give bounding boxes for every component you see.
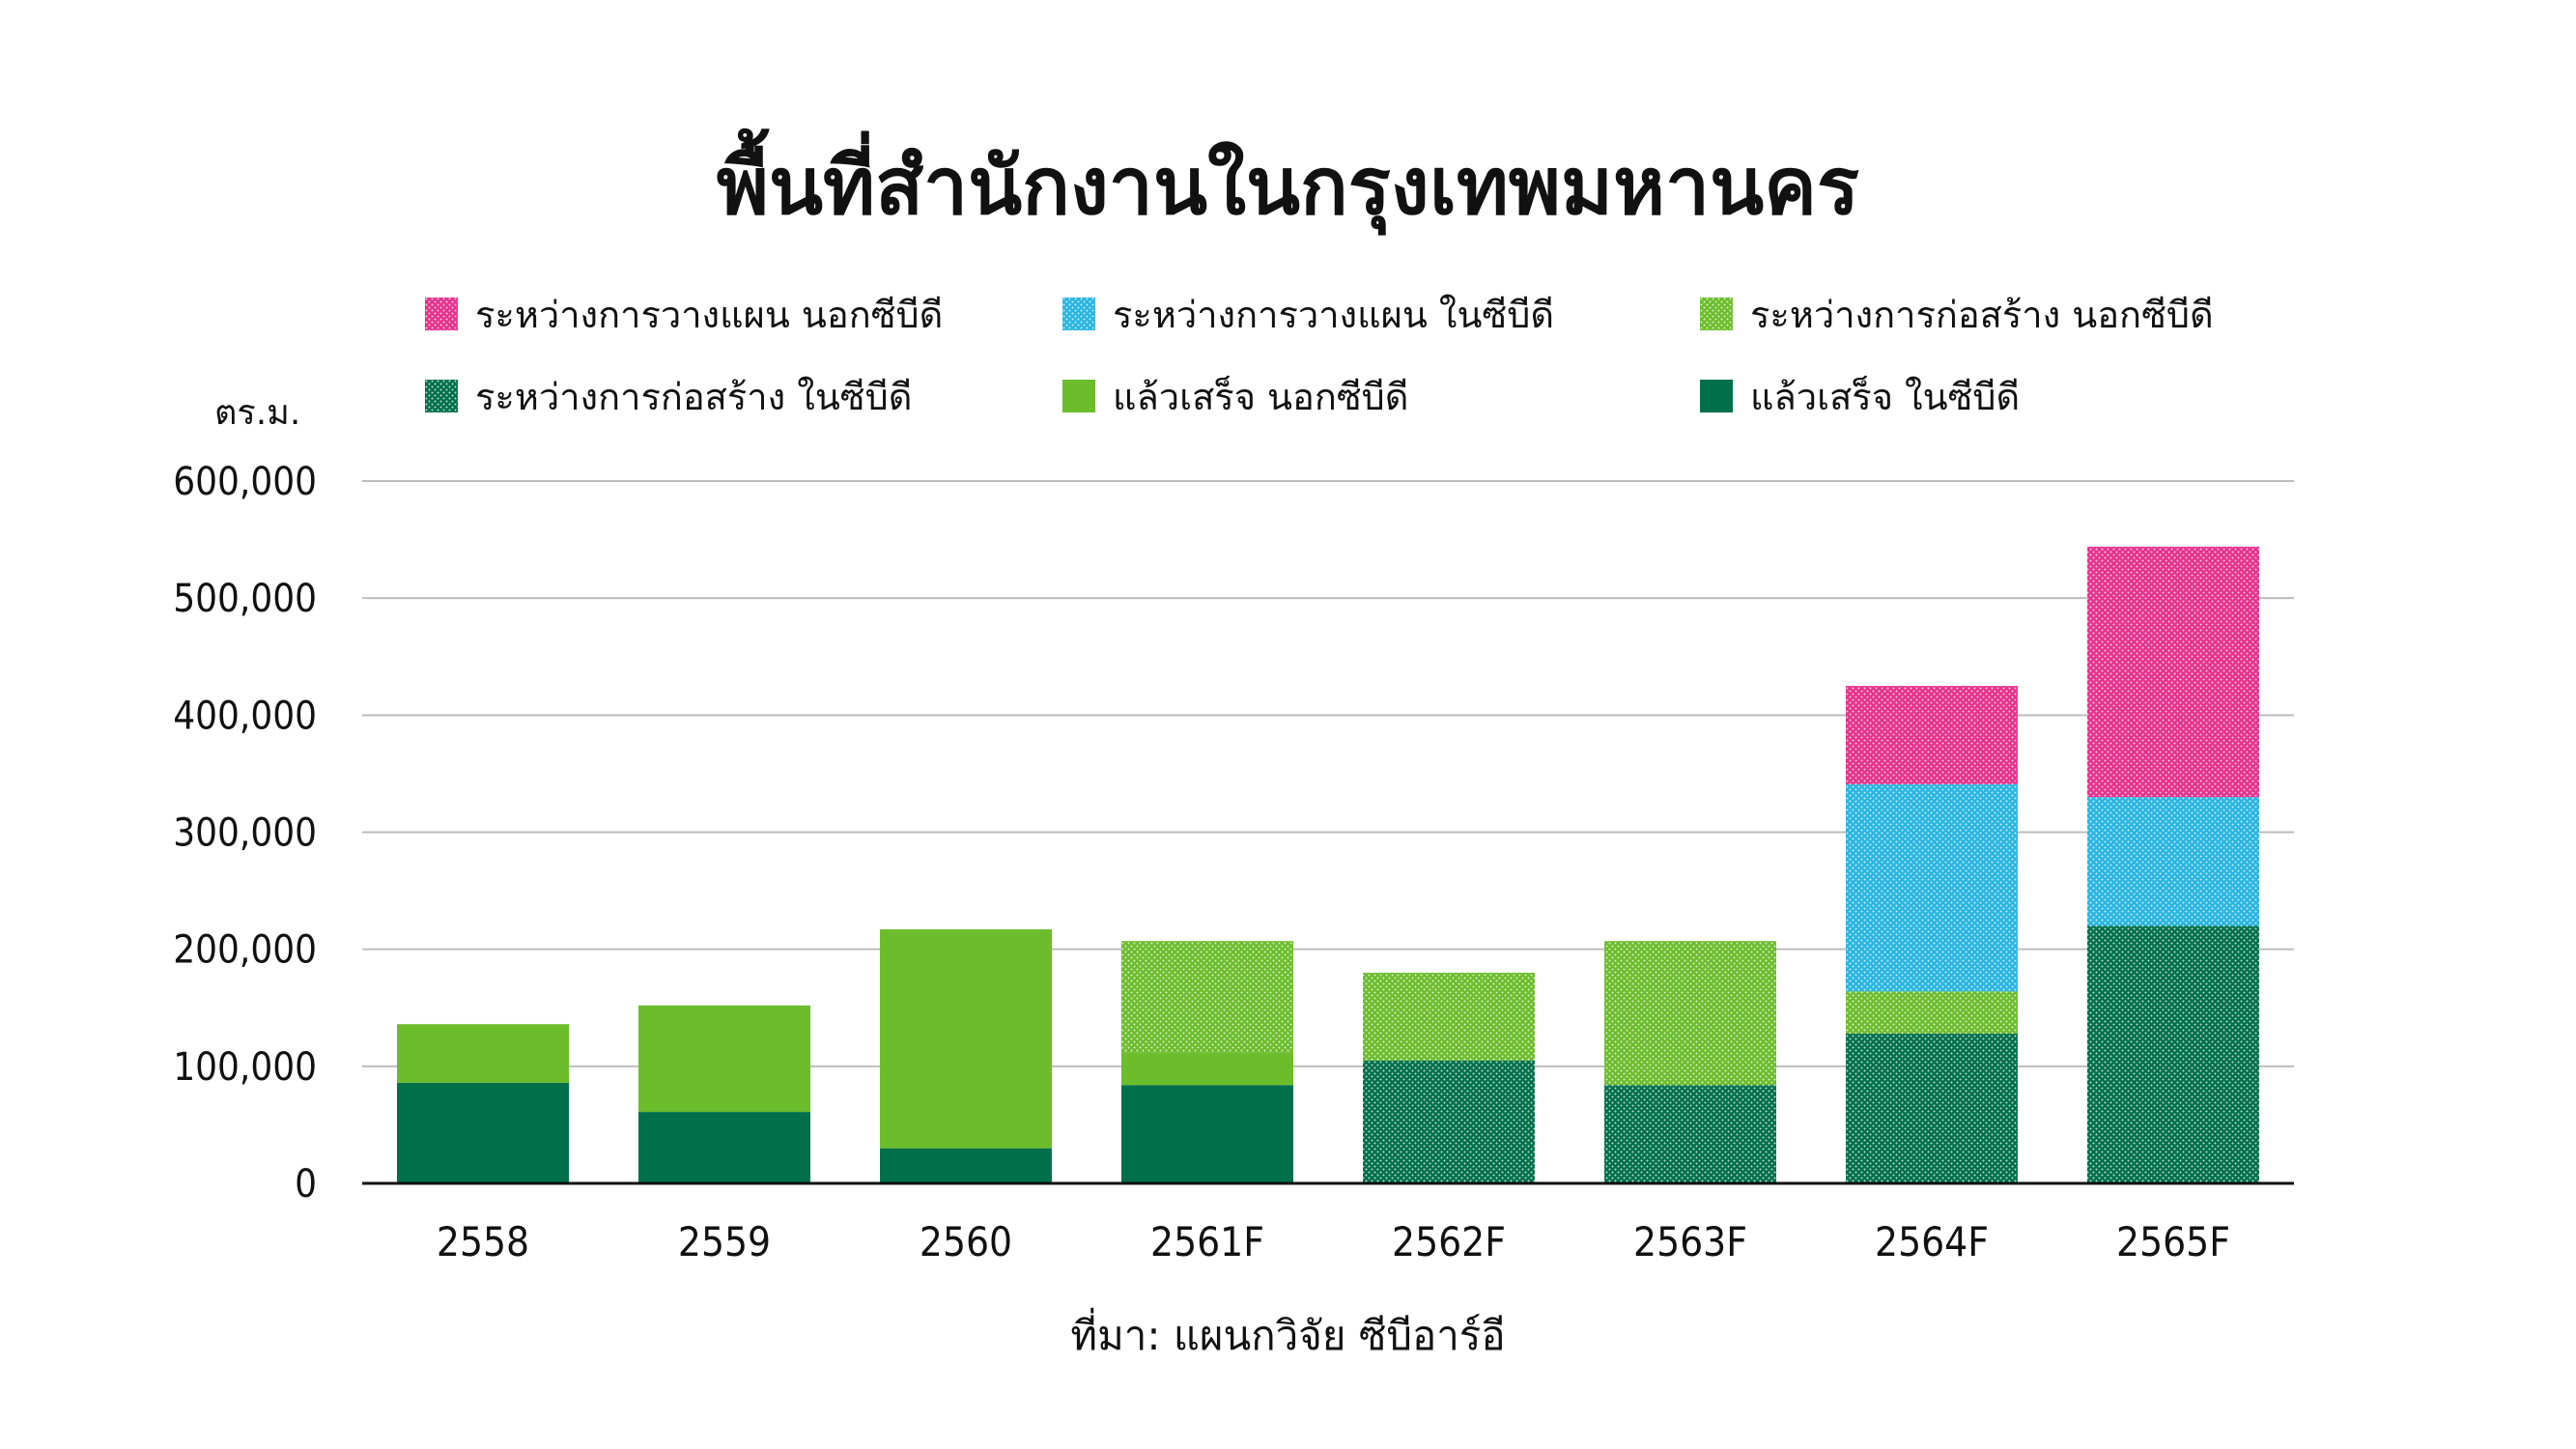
legend-item: ระหว่างการก่อสร้าง นอกซีบีดี <box>1700 290 2214 338</box>
legend-label: แล้วเสร็จ ในซีบีดี <box>1750 375 2021 418</box>
bar-segment <box>1846 686 2018 784</box>
legend-swatch <box>1700 298 1733 330</box>
bar-segment <box>2087 546 2259 798</box>
x-tick-label: 2560 <box>920 1218 1012 1265</box>
bar-segment <box>2087 925 2259 1183</box>
chart-legend: ระหว่างการวางแผน นอกซีบีดี ระหว่างการวางแ… <box>425 290 2308 435</box>
y-tick-label: 300,000 <box>173 811 317 856</box>
y-axis-unit-label: ตร.ม. <box>214 393 301 433</box>
bar-segment <box>1121 1052 1293 1086</box>
bar-segment <box>1846 783 2018 992</box>
x-tick-label: 2565F <box>2116 1218 2230 1265</box>
bar-segment <box>1604 941 1776 1086</box>
source-note: ที่มา: แผนกวิจัย ซีบีอาร์อี <box>1070 1312 1506 1359</box>
x-tick-label: 2561F <box>1150 1218 1264 1265</box>
legend-swatch <box>1700 380 1733 412</box>
x-tick-label: 2558 <box>437 1218 529 1265</box>
bar-segment <box>880 929 1052 1149</box>
legend-label: ระหว่างการก่อสร้าง นอกซีบีดี <box>1750 293 2214 336</box>
legend-item: ระหว่างการวางแผน ในซีบีดี <box>1062 290 1554 338</box>
legend-label: ระหว่างการวางแผน ในซีบีดี <box>1113 293 1555 336</box>
x-tick-label: 2559 <box>678 1218 771 1265</box>
legend-swatch <box>1062 380 1095 412</box>
bar-segment <box>638 1005 810 1113</box>
legend-item: แล้วเสร็จ นอกซีบีดี <box>1062 372 1408 420</box>
y-tick-label: 0 <box>295 1162 317 1207</box>
bar-series <box>397 546 2259 1183</box>
y-tick-label: 500,000 <box>173 577 317 621</box>
bar-segment <box>1846 1033 2018 1183</box>
legend-item: แล้วเสร็จ ในซีบีดี <box>1700 372 2020 420</box>
y-tick-label: 100,000 <box>173 1045 317 1090</box>
bar-segment <box>1363 1060 1535 1183</box>
legend-swatch <box>425 298 458 330</box>
y-tick-label: 200,000 <box>173 928 317 973</box>
bar-segment <box>1846 991 2018 1034</box>
bar-segment <box>1121 941 1293 1053</box>
bar-segment <box>1363 972 1535 1061</box>
y-tick-label: 600,000 <box>173 460 317 504</box>
bar-segment <box>1604 1085 1776 1183</box>
bar-segment <box>880 1148 1052 1183</box>
bar-segment <box>1121 1085 1293 1183</box>
axes: 0 100,000 200,000 300,000 400,000 500,000 600,… <box>173 460 2294 1265</box>
legend-label: ระหว่างการวางแผน นอกซีบีดี <box>475 293 944 336</box>
x-tick-label: 2563F <box>1633 1218 1747 1265</box>
legend-label: ระหว่างการก่อสร้าง ในซีบีดี <box>475 375 913 418</box>
chart-title: พื้นที่สำนักงานในกรุงเทพมหานคร <box>716 141 1860 233</box>
x-tick-label: 2564F <box>1875 1218 1989 1265</box>
legend-label: แล้วเสร็จ นอกซีบีดี <box>1113 375 1409 418</box>
legend-swatch <box>425 380 458 412</box>
legend-swatch <box>1062 298 1095 330</box>
y-tick-label: 400,000 <box>173 694 317 738</box>
bar-segment <box>638 1112 810 1183</box>
bar-segment <box>397 1024 569 1083</box>
legend-item: ระหว่างการวางแผน นอกซีบีดี <box>425 290 943 338</box>
bar-segment <box>397 1082 569 1183</box>
x-tick-label: 2562F <box>1392 1218 1506 1265</box>
legend-item: ระหว่างการก่อสร้าง ในซีบีดี <box>425 372 912 420</box>
bar-segment <box>2087 797 2259 926</box>
